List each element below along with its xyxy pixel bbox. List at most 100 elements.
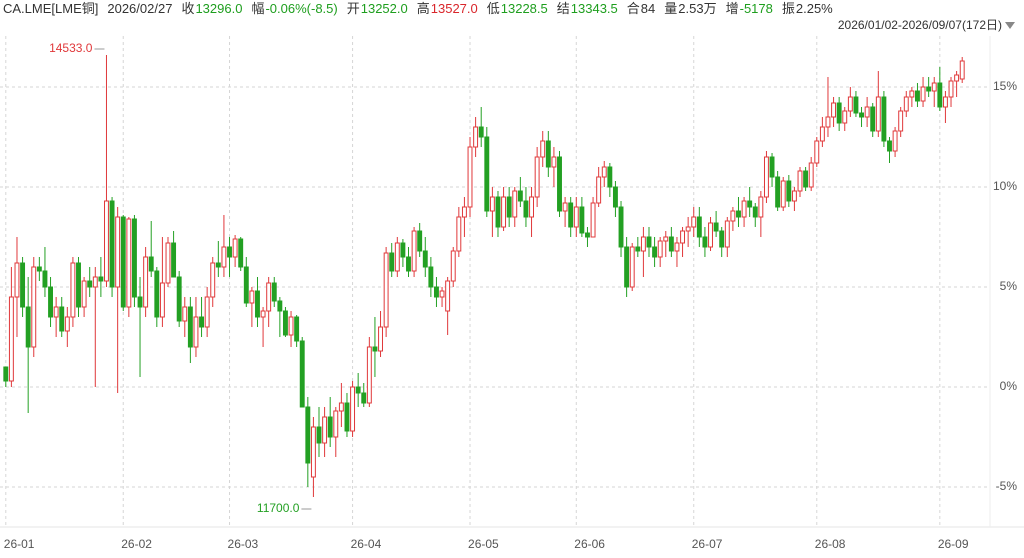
symbol: CA.LME[LME铜] [3, 1, 99, 16]
candle-body [915, 90, 920, 102]
candle-body [959, 60, 965, 80]
candle-body [109, 200, 115, 288]
candle-body [221, 246, 227, 268]
candle-body [439, 290, 445, 298]
candle-body [131, 218, 137, 298]
candle-body [115, 216, 121, 288]
candle-body [864, 106, 870, 118]
candle-body [25, 306, 31, 348]
y-tick-label: 0% [1000, 379, 1018, 393]
candle-body [763, 156, 769, 198]
info-item: 结13343.5 [557, 0, 618, 18]
x-tick-label: 26-07 [692, 537, 723, 551]
candle-body [495, 196, 501, 228]
info-item: 低13228.5 [487, 0, 548, 18]
date-range[interactable]: 2026/01/02-2026/09/07(172日) [837, 18, 1002, 32]
candle-body [942, 96, 948, 108]
candle-body [512, 190, 518, 218]
candle-body [417, 230, 423, 252]
candle-body [736, 210, 741, 218]
candle-body [53, 306, 59, 318]
candle-body [294, 316, 300, 342]
info-item: 量2.53万 [664, 0, 716, 18]
candle-body [523, 200, 529, 218]
candle-body [288, 316, 294, 336]
candle-body [215, 262, 221, 268]
candle-body [747, 200, 753, 208]
candle-body [881, 96, 887, 142]
candle-body [579, 206, 585, 234]
candle-body [635, 246, 641, 252]
candle-body [668, 236, 674, 252]
info-label: 合 [626, 1, 640, 16]
candle-body [411, 230, 417, 272]
candle-body [461, 206, 467, 218]
candle-body [791, 190, 797, 202]
candle-body [255, 290, 260, 318]
candle-body [406, 256, 411, 272]
candle-body [780, 180, 786, 208]
info-label: 结 [556, 1, 570, 16]
candle-body [434, 286, 439, 298]
info-label: 收 [181, 1, 195, 16]
candle-body [803, 170, 809, 188]
candle-body [825, 116, 831, 128]
candle-body [271, 282, 277, 302]
candle-body [394, 242, 400, 272]
candle-body [316, 426, 322, 444]
dropdown-arrow[interactable] [1005, 22, 1015, 29]
candle-body [545, 140, 551, 168]
candle-body [3, 366, 9, 382]
candle-body [629, 246, 635, 288]
candle-body [484, 136, 490, 212]
info-item: 开13252.0 [347, 0, 408, 18]
candle-body [76, 262, 81, 308]
candle-body [8, 296, 14, 382]
candle-body [926, 86, 932, 92]
info-label: 幅 [251, 1, 265, 16]
x-tick-label: 26-08 [815, 537, 846, 551]
candle-body [204, 296, 210, 328]
candle-body [282, 310, 288, 336]
candle-body [87, 280, 93, 288]
candle-body [618, 206, 624, 248]
info-item: 高13527.0 [417, 0, 478, 18]
candle-body [428, 266, 434, 288]
candle-body [126, 218, 132, 308]
max-label: 14533.0 [49, 41, 93, 55]
candle-body [176, 276, 182, 322]
y-tick-label: -5% [996, 479, 1018, 493]
candle-body [808, 162, 814, 188]
candle-body [506, 196, 512, 218]
candle-body [562, 202, 568, 212]
candle-body [243, 266, 249, 304]
candle-body [931, 82, 937, 92]
candle-body [663, 236, 669, 242]
candle-body [814, 140, 820, 164]
candle-body [903, 96, 909, 112]
candle-body [652, 246, 658, 258]
candle-body [260, 310, 266, 318]
candle-body [853, 96, 859, 114]
info-value: -5178 [739, 1, 773, 16]
candle-body [657, 240, 663, 258]
x-tick-label: 26-04 [351, 537, 382, 551]
info-value: 2.25% [795, 1, 833, 16]
candle-body [14, 262, 20, 298]
candle-body [42, 270, 48, 288]
info-item: 振2.25% [782, 0, 833, 18]
info-label: 量 [664, 1, 678, 16]
candle-body [98, 276, 104, 282]
candle-body [719, 230, 725, 248]
candle-body [847, 96, 853, 112]
candle-body [892, 130, 898, 152]
candle-body [842, 110, 848, 124]
candle-body [646, 236, 652, 248]
candle-body [355, 386, 361, 394]
candle-body [534, 156, 540, 198]
candle-body [831, 102, 837, 118]
date: 2026/02/27 [107, 1, 173, 16]
candle-body [836, 102, 842, 124]
